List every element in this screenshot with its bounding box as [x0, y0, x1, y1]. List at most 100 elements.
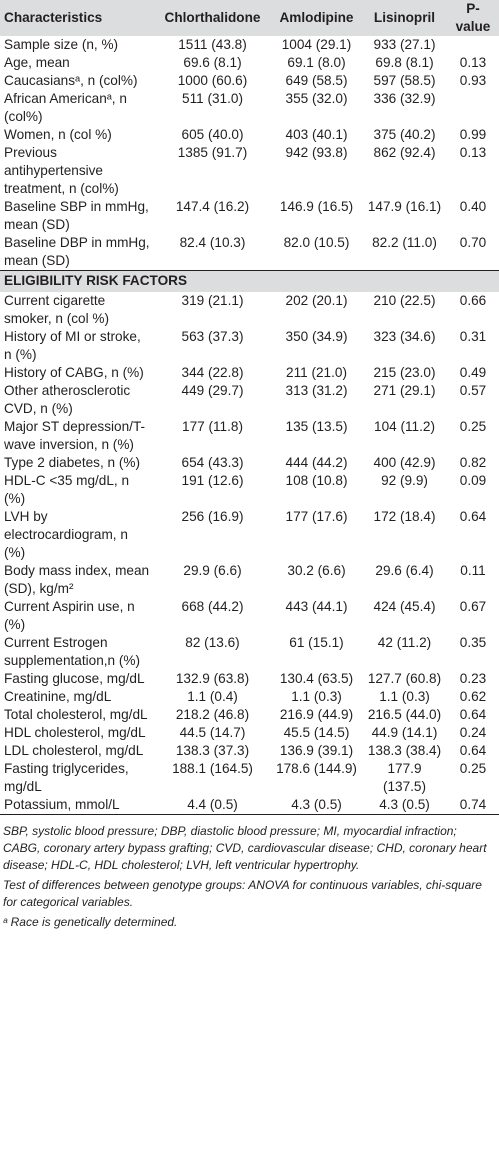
- lisinopril-cell: 29.6 (6.4): [375, 563, 434, 578]
- lisinopril-cell: 172 (18.4): [373, 509, 436, 524]
- lisinopril-cell: 215 (23.0): [373, 365, 436, 380]
- p-value-cell: 0.49: [459, 365, 487, 380]
- row-label: HDL-C <35 mg/dL, n (%): [4, 473, 130, 506]
- lisinopril-cell: 210 (22.5): [373, 293, 436, 308]
- row-label: African Americanᵃ, n (col%): [4, 91, 127, 124]
- section-header: ELIGIBILITY RISK FACTORS: [0, 270, 499, 292]
- table-row: Fasting triglycerides, mg/dL 188.1 (164.5…: [0, 760, 499, 796]
- amlodipine-cell: 61 (15.1): [289, 635, 344, 650]
- row-label: Previous antihypertensive treatment, n (…: [4, 145, 119, 196]
- amlodipine-cell: 313 (31.2): [285, 383, 348, 398]
- table-row: Creatinine, mg/dL 1.1 (0.4) 1.1 (0.3) 1.1 (…: [0, 688, 499, 706]
- amlodipine-cell: 69.1 (8.0): [287, 55, 346, 70]
- lisinopril-cell: 42 (11.2): [377, 635, 432, 650]
- table-row: Sample size (n, %) 1511 (43.8) 1004 (29.1)…: [0, 36, 499, 54]
- characteristics-table: Characteristics Chlorthalidone Amlodipin…: [0, 0, 499, 815]
- table-row: History of MI or stroke, n (%) 563 (37.3)…: [0, 328, 499, 364]
- amlodipine-cell: 355 (32.0): [285, 91, 348, 106]
- row-label: Current cigarette smoker, n (col %): [4, 293, 109, 326]
- amlodipine-cell: 1004 (29.1): [281, 37, 352, 52]
- p-value-cell: 0.74: [459, 797, 487, 812]
- amlodipine-cell: 30.2 (6.6): [287, 563, 346, 578]
- lisinopril-cell: 69.8 (8.1): [375, 55, 434, 70]
- chlorthalidone-cell: 319 (21.1): [181, 293, 244, 308]
- amlodipine-cell: 444 (44.2): [285, 455, 348, 470]
- lisinopril-cell: 323 (34.6): [373, 329, 436, 344]
- chlorthalidone-cell: 449 (29.7): [181, 383, 244, 398]
- row-label: Current Aspirin use, n (%): [4, 599, 135, 632]
- amlodipine-cell: 108 (10.8): [285, 473, 348, 488]
- p-value-cell: 0.09: [459, 473, 487, 488]
- p-value-cell: 0.40: [459, 199, 487, 214]
- header-p-value: P-value: [447, 0, 499, 36]
- row-label: Major ST depression/T-wave inversion, n …: [4, 419, 146, 452]
- amlodipine-cell: 136.9 (39.1): [279, 743, 354, 758]
- chlorthalidone-cell: 668 (44.2): [181, 599, 244, 614]
- chlorthalidone-cell: 82.4 (10.3): [179, 235, 246, 250]
- row-label: HDL cholesterol, mg/dL: [4, 725, 146, 740]
- row-label: Age, mean: [4, 55, 70, 70]
- p-value-cell: 0.23: [459, 671, 487, 686]
- table-row: Other atherosclerotic CVD, n (%) 449 (29.…: [0, 382, 499, 418]
- row-label: LDL cholesterol, mg/dL: [4, 743, 144, 758]
- table-row: Caucasiansᵃ, n (col%) 1000 (60.6) 649 (58.…: [0, 72, 499, 90]
- chlorthalidone-cell: 177 (11.8): [182, 419, 243, 434]
- table-row: Current cigarette smoker, n (col %) 319 (…: [0, 292, 499, 328]
- row-label: Current Estrogen supplementation,n (%): [4, 635, 141, 668]
- p-value-cell: 0.62: [459, 689, 487, 704]
- table-notes: SBP, systolic blood pressure; DBP, diast…: [0, 815, 499, 931]
- p-value-cell: [447, 90, 499, 126]
- table-row: Major ST depression/T-wave inversion, n …: [0, 418, 499, 454]
- chlorthalidone-cell: 188.1 (164.5): [172, 761, 253, 776]
- row-label: Caucasiansᵃ, n (col%): [4, 73, 138, 88]
- header-amlodipine: Amlodipine: [271, 0, 362, 36]
- chlorthalidone-cell: 138.3 (37.3): [175, 743, 250, 758]
- lisinopril-cell: 82.2 (11.0): [372, 235, 437, 250]
- header-characteristics: Characteristics: [0, 0, 154, 36]
- row-label: Sample size (n, %): [4, 37, 119, 52]
- chlorthalidone-cell: 256 (16.9): [181, 509, 244, 524]
- lisinopril-cell: 424 (45.4): [373, 599, 436, 614]
- table-body-demographics: Sample size (n, %) 1511 (43.8) 1004 (29.1)…: [0, 36, 499, 271]
- amlodipine-cell: 942 (93.8): [285, 145, 348, 160]
- table-row: Women, n (col %) 605 (40.0) 403 (40.1) 375 …: [0, 126, 499, 144]
- lisinopril-cell: 375 (40.2): [373, 127, 436, 142]
- amlodipine-cell: 82.0 (10.5): [283, 235, 350, 250]
- row-label: Total cholesterol, mg/dL: [4, 707, 148, 722]
- table-row: Baseline SBP in mmHg, mean (SD) 147.4 (16…: [0, 198, 499, 234]
- table-row: HDL-C <35 mg/dL, n (%) 191 (12.6) 108 (10.…: [0, 472, 499, 508]
- table-row: Fasting glucose, mg/dL 132.9 (63.8) 130.4 …: [0, 670, 499, 688]
- lisinopril-cell: 138.3 (38.4): [367, 743, 442, 758]
- amlodipine-cell: 177 (17.6): [285, 509, 348, 524]
- chlorthalidone-cell: 1511 (43.8): [178, 37, 247, 52]
- chlorthalidone-cell: 1385 (91.7): [177, 145, 248, 160]
- p-value-cell: 0.57: [459, 383, 487, 398]
- p-value-cell: 0.35: [459, 635, 487, 650]
- row-label: Baseline SBP in mmHg, mean (SD): [4, 199, 149, 232]
- header-lisinopril: Lisinopril: [362, 0, 447, 36]
- p-value-cell: 0.11: [460, 563, 486, 578]
- amlodipine-cell: 146.9 (16.5): [279, 199, 354, 214]
- chlorthalidone-cell: 344 (22.8): [181, 365, 244, 380]
- chlorthalidone-cell: 654 (43.3): [181, 455, 244, 470]
- table-row: Current Estrogen supplementation,n (%) 82…: [0, 634, 499, 670]
- chlorthalidone-cell: 4.4 (0.5): [187, 797, 238, 812]
- header-chlorthalidone: Chlorthalidone: [154, 0, 271, 36]
- table-body-risk-factors: Current cigarette smoker, n (col %) 319 (…: [0, 292, 499, 815]
- row-label: Potassium, mmol/L: [4, 797, 120, 812]
- table-row: LVH by electrocardiogram, n (%) 256 (16.9…: [0, 508, 499, 562]
- chlorthalidone-cell: 82 (13.6): [185, 635, 240, 650]
- chlorthalidone-cell: 511 (31.0): [182, 91, 243, 106]
- lisinopril-cell: 597 (58.5): [373, 73, 436, 88]
- row-label: Body mass index, mean (SD), kg/m²: [4, 563, 150, 596]
- table-row: Age, mean 69.6 (8.1) 69.1 (8.0) 69.8 (8.1) 0…: [0, 54, 499, 72]
- lisinopril-cell: 271 (29.1): [373, 383, 436, 398]
- chlorthalidone-cell: 1.1 (0.4): [187, 689, 238, 704]
- table-row: African Americanᵃ, n (col%) 511 (31.0) 355…: [0, 90, 499, 126]
- amlodipine-cell: 443 (44.1): [285, 599, 348, 614]
- amlodipine-cell: 211 (21.0): [286, 365, 347, 380]
- lisinopril-cell: 336 (32.9): [373, 91, 436, 106]
- chlorthalidone-cell: 1000 (60.6): [177, 73, 248, 88]
- p-value-cell: 0.82: [459, 455, 487, 470]
- p-value-cell: 0.70: [459, 235, 487, 250]
